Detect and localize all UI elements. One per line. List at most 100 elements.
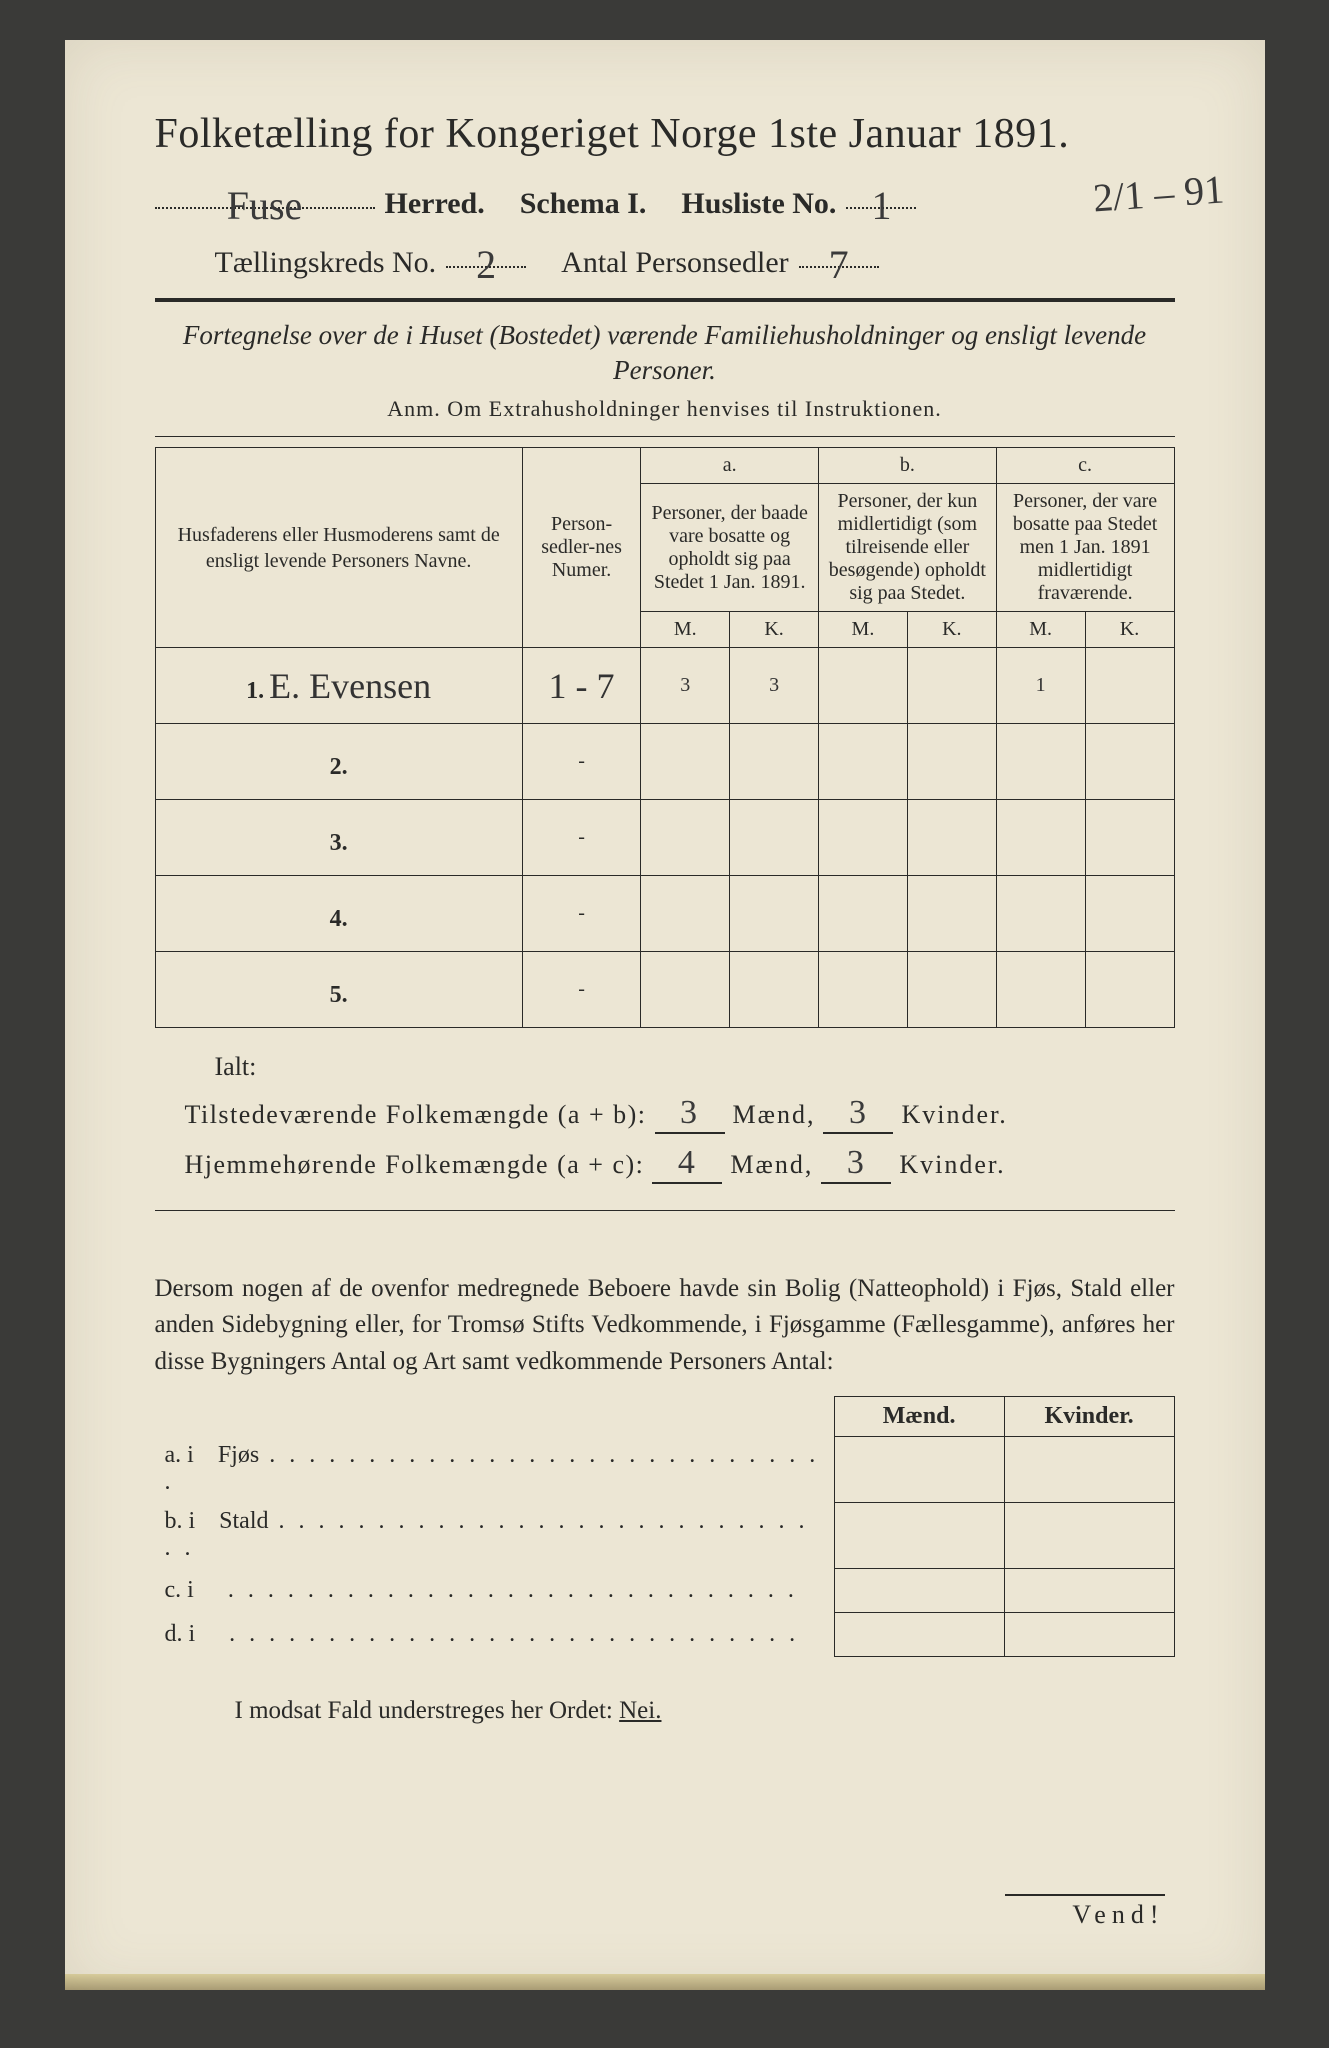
col-b-text: Personer, der kun midlertidigt (som tilr… bbox=[819, 484, 997, 612]
total-present: Tilstedeværende Folkemængde (a + b): 3 M… bbox=[185, 1094, 1175, 1134]
side-row-m bbox=[834, 1568, 1004, 1612]
col-num-head: Person-sedler-nes Numer. bbox=[522, 448, 640, 648]
row-name: 2. bbox=[155, 724, 522, 800]
subtitle: Fortegnelse over de i Huset (Bostedet) v… bbox=[155, 318, 1175, 388]
side-row-label: d. i . . . . . . . . . . . . . . . . . .… bbox=[155, 1612, 835, 1656]
row-num-range: 1 - 7 bbox=[522, 648, 640, 724]
table-row: 5. - bbox=[155, 952, 1174, 1028]
husliste-label: Husliste No. bbox=[681, 187, 836, 221]
total-resident-k: 3 bbox=[821, 1144, 891, 1184]
header-line-1: Fuse Herred. Schema I. Husliste No. 1 bbox=[155, 176, 1175, 221]
row-b-k bbox=[907, 648, 996, 724]
row-name: 1. E. Evensen bbox=[155, 648, 522, 724]
vend-label: Vend! bbox=[1005, 1894, 1165, 1930]
row-a-m bbox=[641, 800, 730, 876]
row-a-m bbox=[641, 876, 730, 952]
row-c-m: 1 bbox=[996, 648, 1085, 724]
table-row: 1. E. Evensen1 - 7331 bbox=[155, 648, 1174, 724]
kreds-no: 2 bbox=[476, 242, 496, 287]
row-b-m bbox=[819, 876, 908, 952]
row-c-k bbox=[1085, 952, 1174, 1028]
anm-note: Anm. Om Extrahusholdninger henvises til … bbox=[155, 396, 1175, 422]
row-c-k bbox=[1085, 800, 1174, 876]
col-b-m: M. bbox=[819, 612, 908, 648]
col-a-text: Personer, der baade vare bosatte og opho… bbox=[641, 484, 819, 612]
side-head-k: Kvinder. bbox=[1004, 1396, 1174, 1436]
side-row: c. i . . . . . . . . . . . . . . . . . .… bbox=[155, 1568, 1175, 1612]
col-c-m: M. bbox=[996, 612, 1085, 648]
col-a-k: K. bbox=[730, 612, 819, 648]
row-a-m: 3 bbox=[641, 648, 730, 724]
rule-thin-1 bbox=[155, 436, 1175, 437]
row-num-range: - bbox=[522, 952, 640, 1028]
col-a-m: M. bbox=[641, 612, 730, 648]
side-head-m: Mænd. bbox=[834, 1396, 1004, 1436]
modsat-text: I modsat Fald understreges her Ordet: bbox=[235, 1697, 613, 1724]
husliste-no: 1 bbox=[871, 183, 891, 228]
row-a-k bbox=[730, 724, 819, 800]
side-row-label: b. i Stald . . . . . . . . . . . . . . .… bbox=[155, 1502, 835, 1568]
side-row-k bbox=[1004, 1502, 1174, 1568]
col-name-head: Husfaderens eller Husmoderens samt de en… bbox=[155, 448, 522, 648]
side-row-k bbox=[1004, 1612, 1174, 1656]
page-bottom-band bbox=[65, 1974, 1265, 1990]
row-c-k bbox=[1085, 876, 1174, 952]
row-a-k bbox=[730, 876, 819, 952]
side-row-k bbox=[1004, 1568, 1174, 1612]
outbuilding-paragraph: Dersom nogen af de ovenfor medregnede Be… bbox=[155, 1271, 1175, 1380]
total-resident: Hjemmehørende Folkemængde (a + c): 4 Mæn… bbox=[185, 1144, 1175, 1184]
antal-value: 7 bbox=[829, 242, 849, 287]
row-c-m bbox=[996, 876, 1085, 952]
total-present-m: 3 bbox=[655, 1094, 725, 1134]
table-row: 4. - bbox=[155, 876, 1174, 952]
row-b-m bbox=[819, 952, 908, 1028]
table-row: 3. - bbox=[155, 800, 1174, 876]
row-a-m bbox=[641, 724, 730, 800]
col-a-label: a. bbox=[641, 448, 819, 484]
total-resident-m: 4 bbox=[652, 1144, 722, 1184]
outbuilding-table: Mænd. Kvinder. a. i Fjøs . . . . . . . .… bbox=[155, 1396, 1175, 1657]
side-row-m bbox=[834, 1502, 1004, 1568]
row-a-k bbox=[730, 800, 819, 876]
census-form-page: Folketælling for Kongeriget Norge 1ste J… bbox=[65, 40, 1265, 1990]
row-name: 3. bbox=[155, 800, 522, 876]
kreds-label: Tællingskreds No. bbox=[215, 246, 437, 280]
col-c-text: Personer, der vare bosatte paa Stedet me… bbox=[996, 484, 1174, 612]
row-num-range: - bbox=[522, 800, 640, 876]
maend-label-2: Mænd, bbox=[730, 1150, 813, 1180]
side-row-m bbox=[834, 1436, 1004, 1502]
side-row: d. i . . . . . . . . . . . . . . . . . .… bbox=[155, 1612, 1175, 1656]
side-row-m bbox=[834, 1612, 1004, 1656]
side-row-k bbox=[1004, 1436, 1174, 1502]
row-b-m bbox=[819, 724, 908, 800]
schema-label: Schema I. bbox=[520, 187, 647, 221]
row-b-k bbox=[907, 800, 996, 876]
col-c-k: K. bbox=[1085, 612, 1174, 648]
row-a-k: 3 bbox=[730, 648, 819, 724]
kvinder-label-1: Kvinder. bbox=[901, 1100, 1007, 1130]
col-b-k: K. bbox=[907, 612, 996, 648]
total-present-label: Tilstedeværende Folkemængde (a + b): bbox=[185, 1100, 647, 1130]
rule-thin-2 bbox=[155, 1210, 1175, 1211]
table-row: 2. - bbox=[155, 724, 1174, 800]
row-b-k bbox=[907, 724, 996, 800]
kvinder-label-2: Kvinder. bbox=[899, 1150, 1005, 1180]
row-c-k bbox=[1085, 648, 1174, 724]
row-b-m bbox=[819, 800, 908, 876]
header-line-2: Tællingskreds No. 2 Antal Personsedler 7 bbox=[215, 235, 1175, 280]
row-c-m bbox=[996, 952, 1085, 1028]
ialt-label: Ialt: bbox=[215, 1052, 1175, 1082]
row-b-k bbox=[907, 876, 996, 952]
side-row-label: c. i . . . . . . . . . . . . . . . . . .… bbox=[155, 1568, 835, 1612]
herred-value: Fuse bbox=[227, 183, 303, 228]
modsat-line: I modsat Fald understreges her Ordet: Ne… bbox=[235, 1697, 1175, 1725]
side-row: b. i Stald . . . . . . . . . . . . . . .… bbox=[155, 1502, 1175, 1568]
row-num-range: - bbox=[522, 724, 640, 800]
side-date: 2/1 – 91 bbox=[1092, 165, 1226, 221]
rule-thick-1 bbox=[155, 298, 1175, 302]
col-c-label: c. bbox=[996, 448, 1174, 484]
row-a-m bbox=[641, 952, 730, 1028]
row-b-m bbox=[819, 648, 908, 724]
page-title: Folketælling for Kongeriget Norge 1ste J… bbox=[155, 110, 1175, 158]
total-resident-label: Hjemmehørende Folkemængde (a + c): bbox=[185, 1150, 645, 1180]
